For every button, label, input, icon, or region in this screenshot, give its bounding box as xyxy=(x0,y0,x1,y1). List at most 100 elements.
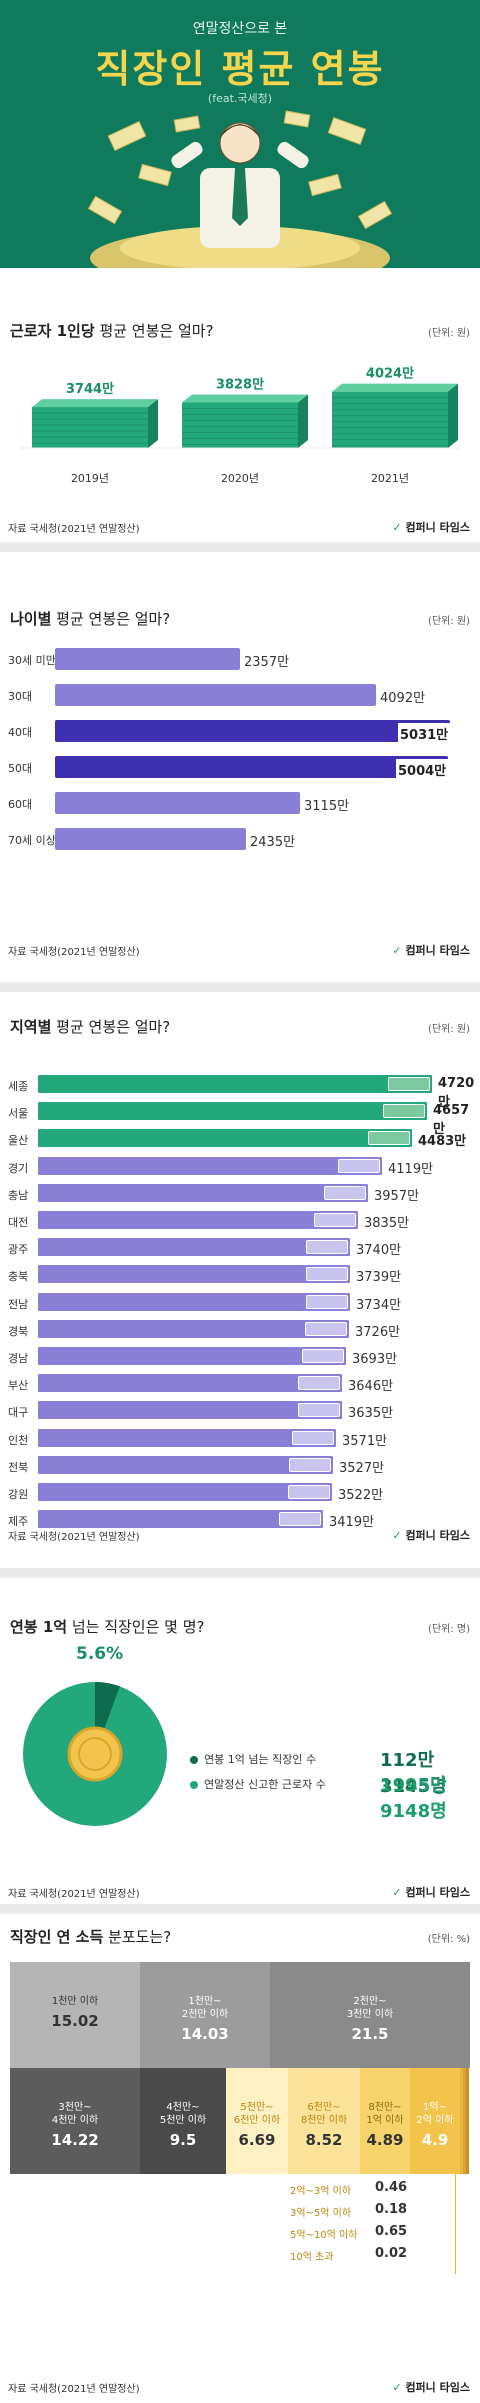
region-bar xyxy=(38,1347,346,1365)
cell-label: 6천만 이하 xyxy=(233,2115,281,2126)
age-bar xyxy=(55,720,450,742)
region-label: 충북 xyxy=(8,1270,29,1283)
legend-over-100m-value: 112만 3145명 xyxy=(380,1750,447,1797)
small-category-value: 0.46 xyxy=(375,2180,408,2195)
age-label: 60대 xyxy=(8,798,33,811)
region-value: 3693만 xyxy=(352,1352,398,1367)
region-bar xyxy=(38,1374,342,1392)
region-bar xyxy=(38,1265,350,1283)
s3-unit: (단위: 원) xyxy=(428,1024,470,1035)
age-bar xyxy=(55,756,448,778)
money-bill-icon xyxy=(292,1431,334,1445)
divider-2 xyxy=(0,982,480,992)
region-label: 전북 xyxy=(8,1461,29,1474)
region-bar xyxy=(38,1456,333,1474)
money-bill-icon xyxy=(298,1403,340,1417)
treemap-cell: 1천만~ 2천만 이하 14.03 xyxy=(140,1962,270,2068)
region-label: 충남 xyxy=(8,1189,29,1202)
cell-label: 1천만~ xyxy=(188,1996,222,2007)
s4-source: 자료 국세청(2021년 연말정산) xyxy=(8,1889,140,1900)
cell-label: 1천만 이하 xyxy=(51,1996,99,2007)
cell-label: 1억~ xyxy=(423,2102,447,2113)
treemap-tail-strip xyxy=(466,2068,469,2174)
hero-title: 직장인 평균 연봉 xyxy=(95,47,385,91)
bar-side xyxy=(298,394,308,448)
cell-value: 14.03 xyxy=(181,2025,229,2043)
cell-label: 5천만 이하 xyxy=(159,2115,207,2126)
divider-1 xyxy=(0,542,480,552)
region-label: 울산 xyxy=(8,1134,29,1147)
region-bar xyxy=(38,1157,382,1175)
cell-value: 6.69 xyxy=(238,2131,276,2149)
treemap-cell: 4천만~ 5천만 이하 9.5 xyxy=(140,2068,226,2174)
section-income-distribution: 직장인 연 소득 분포도는? (단위: %) 1천만 이하 15.02 1천만~ 2천… xyxy=(0,1914,480,2403)
treemap-tail-strip xyxy=(463,2068,466,2174)
age-bar xyxy=(55,648,240,670)
money-bill-icon xyxy=(279,1512,321,1526)
region-value: 3739만 xyxy=(356,1270,402,1285)
cell-label: 2천만 이하 xyxy=(181,2009,229,2020)
small-category-row: 3억~5억 이하 0.18 xyxy=(290,2202,440,2219)
s1-unit: (단위: 원) xyxy=(428,328,470,339)
money-bill-icon xyxy=(388,1077,430,1091)
bar-value-label: 3744만 xyxy=(66,381,114,397)
cell-label: 1억 이하 xyxy=(366,2115,404,2126)
cell-value: 8.52 xyxy=(305,2131,343,2149)
bar-category-label: 2020년 xyxy=(221,472,259,485)
cell-label: 8천만~ xyxy=(368,2102,402,2113)
connector-line xyxy=(455,2174,456,2274)
region-label: 세종 xyxy=(8,1080,29,1093)
small-category-value: 0.18 xyxy=(375,2202,408,2217)
region-label: 서울 xyxy=(8,1107,29,1120)
treemap-cell: 6천만~ 8천만 이하 8.52 xyxy=(288,2068,360,2174)
cell-label: 2천만~ xyxy=(353,1996,387,2007)
age-bar xyxy=(55,828,246,850)
region-value: 3740만 xyxy=(356,1243,402,1258)
region-label: 경남 xyxy=(8,1352,29,1365)
donut-percent: 5.6% xyxy=(76,1644,124,1664)
region-value: 3419만 xyxy=(329,1515,375,1530)
small-category-value: 0.65 xyxy=(375,2224,408,2239)
s5-unit: (단위: %) xyxy=(427,1934,470,1945)
cell-label: 5천만~ xyxy=(240,2102,274,2113)
region-bar xyxy=(38,1429,336,1447)
region-label: 강원 xyxy=(8,1488,29,1501)
money-bill-icon xyxy=(305,1322,347,1336)
treemap-tail-strip xyxy=(460,2068,463,2174)
money-bill-icon xyxy=(302,1349,344,1363)
section-region-salary: 지역별 평균 연봉은 얼마? (단위: 원) 세종 4720만 서울 4657만 울산 4… xyxy=(0,992,480,1572)
s1-chart: 3744만 2019년 3828만 2020년 4024만 2021년 xyxy=(20,366,460,485)
coin-icon xyxy=(67,1726,123,1782)
age-value: 4092만 xyxy=(380,691,426,706)
age-bar xyxy=(55,792,300,814)
cell-label: 4천만~ xyxy=(166,2102,200,2113)
divider-4 xyxy=(0,1904,480,1914)
cell-label: 4천만 이하 xyxy=(51,2115,99,2126)
small-category-row: 5억~10억 이하 0.65 xyxy=(290,2224,440,2241)
region-bar xyxy=(38,1129,412,1147)
s4-title: 연봉 1억 넘는 직장인은 몇 명? xyxy=(10,1618,205,1636)
legend-total-workers-value: 1995만 9148명 xyxy=(380,1775,447,1822)
age-value: 5031만 xyxy=(398,723,451,744)
s2-brand: ✓ 컴퍼니 타임스 xyxy=(392,944,470,957)
s5-source: 자료 국세청(2021년 연말정산) xyxy=(8,2384,140,2395)
cell-value: 15.02 xyxy=(51,2012,99,2030)
age-value: 2435만 xyxy=(250,835,296,850)
region-bar xyxy=(38,1238,350,1256)
money-bill-icon xyxy=(298,1376,340,1390)
age-label: 70세 이상 xyxy=(8,834,56,847)
s4-donut xyxy=(23,1682,167,1826)
s2-unit: (단위: 원) xyxy=(428,616,470,627)
s3-brand: ✓ 컴퍼니 타임스 xyxy=(392,1529,470,1542)
s5-title: 직장인 연 소득 분포도는? xyxy=(10,1928,172,1946)
hero-banner: 연말정산으로 본 직장인 평균 연봉 (feat.국세청) xyxy=(0,0,480,268)
region-label: 제주 xyxy=(8,1515,29,1528)
money-bill-icon xyxy=(338,1159,380,1173)
region-label: 인천 xyxy=(8,1434,29,1447)
money-bill-icon xyxy=(383,1104,425,1118)
cell-value: 4.89 xyxy=(366,2131,404,2149)
region-value: 3835만 xyxy=(364,1216,410,1231)
age-label: 50대 xyxy=(8,762,33,775)
bar-2020년 xyxy=(182,402,298,448)
region-label: 경기 xyxy=(8,1162,29,1175)
